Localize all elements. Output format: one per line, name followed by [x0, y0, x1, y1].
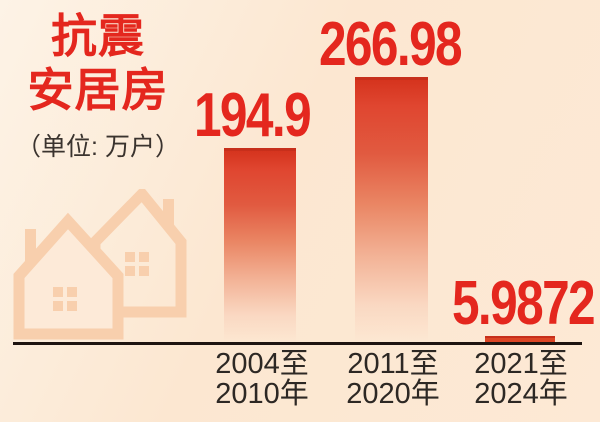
bar-0 [224, 148, 296, 342]
back-house-window [125, 252, 149, 276]
unit-label: （单位: 万户） [16, 132, 180, 161]
x-tick-0-line1: 2004至 [215, 348, 309, 380]
back-house-chimney [163, 199, 174, 227]
bar-2 [485, 336, 555, 342]
x-tick-2: 2021至 2024年 [446, 350, 596, 410]
front-house-chimney [25, 229, 36, 261]
title-line-2: 安居房 [27, 63, 169, 116]
title-line-1: 抗震 [51, 10, 145, 62]
x-tick-1-line1: 2011至 [347, 348, 439, 380]
value-label-0: 194.9 [193, 81, 312, 151]
x-tick-2-line2: 2024年 [474, 378, 568, 410]
bar-1 [355, 76, 428, 342]
x-tick-1: 2011至 2020年 [318, 350, 468, 410]
x-tick-1-line2: 2020年 [346, 378, 440, 410]
front-house-window [53, 287, 77, 311]
value-label-2: 5.9872 [451, 269, 596, 339]
chart-title: 抗震 安居房 （单位: 万户） [4, 10, 192, 163]
plot-area: 194.9 266.98 5.9872 [13, 9, 596, 345]
houses-watermark-icon [13, 189, 187, 340]
x-tick-2-line1: 2021至 [474, 348, 568, 380]
x-tick-0-line2: 2010年 [215, 378, 309, 410]
front-house-outline [13, 212, 124, 340]
x-tick-0: 2004至 2010年 [187, 350, 337, 410]
value-label-1: 266.98 [318, 9, 463, 79]
x-axis-line [13, 342, 582, 345]
